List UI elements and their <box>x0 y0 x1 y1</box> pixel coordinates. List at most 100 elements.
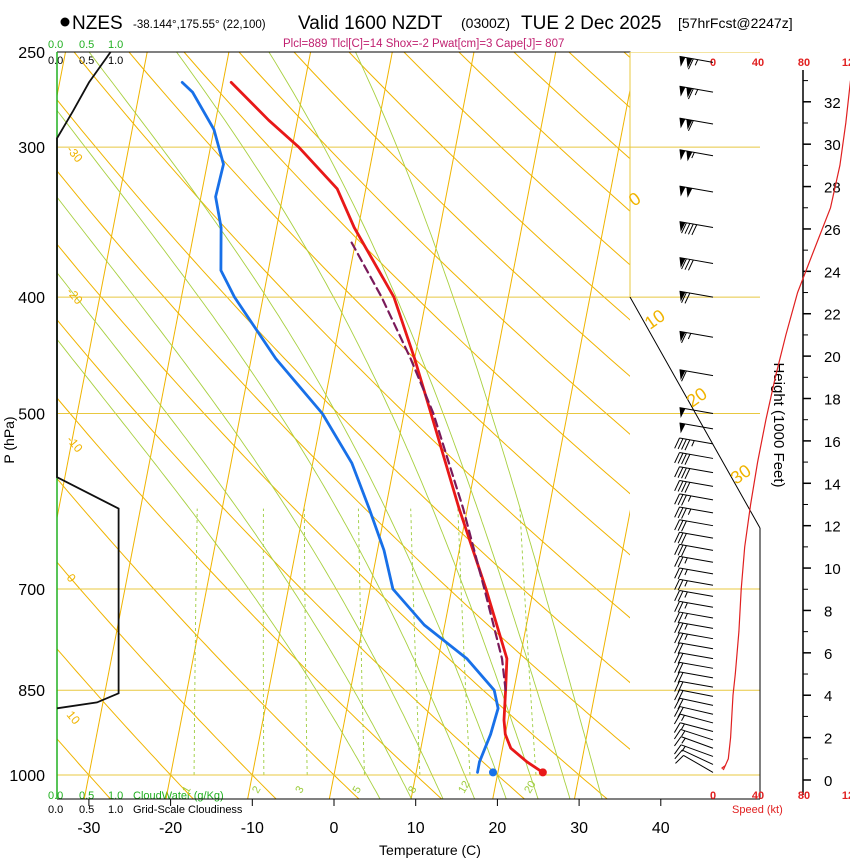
station-marker-icon <box>60 17 70 27</box>
moist-adiabat-line <box>57 338 381 799</box>
theta-label: 10 <box>641 305 669 333</box>
wind-barb <box>679 117 714 132</box>
wind-barb-staff <box>679 531 714 539</box>
wind-barb-feather <box>674 622 680 634</box>
wind-barb-pennant <box>686 187 693 198</box>
wind-barb-feather <box>674 466 680 478</box>
mixing-ratio-label: 5 <box>351 784 364 795</box>
wind-barb <box>679 257 714 271</box>
wind-barb <box>674 661 714 674</box>
height-tick-label: 32 <box>824 95 841 112</box>
height-tick-label: 4 <box>824 688 832 705</box>
wind-barb-staff <box>679 466 714 474</box>
dry-adiabat-line <box>623 52 630 59</box>
wind-barb-staff <box>679 543 714 551</box>
moist-adiabat-line <box>176 52 539 799</box>
mixing-ratio-label: 3 <box>293 784 306 795</box>
moist-adiabat-line <box>88 52 507 799</box>
mixing-ratio-line <box>193 508 198 775</box>
wind-barb-staff <box>679 661 714 669</box>
wind-barb <box>673 722 714 733</box>
wind-barb-feather <box>677 568 684 580</box>
x-tick-label: 0 <box>330 820 339 837</box>
wind-barb-half-feather <box>684 623 688 630</box>
wind-barb <box>679 149 714 162</box>
wind-barb <box>674 437 714 451</box>
isotherm-label: -30 <box>64 143 86 166</box>
mixing-ratio-label: 1 <box>180 784 193 795</box>
wind-barb-feather <box>674 601 680 612</box>
wind-barb-half-feather <box>684 613 688 620</box>
wind-barb-half-feather <box>681 715 685 721</box>
wind-barb-feather <box>684 292 691 304</box>
mixing-ratio-line <box>519 508 537 776</box>
wind-barb-feather <box>681 292 687 303</box>
moist-adiabat-line <box>355 52 603 799</box>
wind-barb-feather <box>674 544 680 555</box>
pressure-tick-label: 850 <box>18 683 45 700</box>
dry-adiabat-line <box>293 52 630 377</box>
wind-barb-pennant <box>679 56 686 67</box>
wind-barb-staff <box>683 754 714 773</box>
forecast-run: [57hrFcst@2247z] <box>678 15 793 31</box>
wind-barb-feather <box>674 556 680 567</box>
wind-barb-half-feather <box>684 591 688 598</box>
wind-barb-feather <box>677 612 684 624</box>
pressure-tick-label: 1000 <box>9 768 45 785</box>
wind-barb-staff <box>679 671 714 679</box>
cloudwater-scale-bottom-2: 1.0 <box>108 790 123 802</box>
wind-barb-feather <box>674 632 680 644</box>
station-coords: -38.144°,175.55° (22,100) <box>133 19 266 31</box>
isotherm-line <box>328 52 475 799</box>
valid-time: Valid 1600 NZDT <box>298 13 443 34</box>
cloud-scale-bottom-0: 0.0 <box>48 804 63 816</box>
height-tick-label: 8 <box>824 603 832 620</box>
wind-barb-feather <box>677 544 684 556</box>
pressure-tick-label: 300 <box>18 140 45 157</box>
wind-barb-staff <box>679 689 714 697</box>
height-tick-label: 26 <box>824 222 841 239</box>
wind-barb-pennant <box>679 291 686 302</box>
wind-barb-pennant <box>679 369 686 381</box>
wind-barb-feather <box>677 507 684 519</box>
wind-barb-feather <box>681 332 687 344</box>
wind-barb-staff <box>679 555 714 563</box>
wind-barb-half-feather <box>684 569 688 576</box>
wind-barb-feather <box>681 481 687 493</box>
isotherm-line <box>247 52 393 799</box>
wind-barb-feather <box>684 259 691 270</box>
wind-barb-staff <box>679 519 714 527</box>
wind-barb-half-feather <box>681 723 685 730</box>
dry-adiabat-line <box>57 648 195 799</box>
isotherm-line <box>573 509 630 799</box>
cloudwater-scale-top-0: 0.0 <box>48 39 63 51</box>
height-tick-label: 6 <box>824 646 832 663</box>
wind-barb-staff <box>680 722 714 732</box>
mixing-ratio-line <box>410 508 421 776</box>
speed-axis-title: Speed (kt) <box>732 804 783 816</box>
wind-barb-feather <box>681 222 687 234</box>
wind-barb-feather <box>674 567 680 579</box>
wind-barb-pennant <box>679 423 686 434</box>
wind-barb-staff <box>679 697 714 706</box>
dry-adiabat-line <box>348 52 630 321</box>
mixing-ratio-label: 20 <box>522 779 539 796</box>
wind-barb-feather <box>674 579 680 590</box>
wind-barb-feather <box>684 439 691 451</box>
mixing-ratio-line <box>262 508 265 776</box>
height-tick-label: 14 <box>824 476 841 493</box>
forecast-date: TUE 2 Dec 2025 <box>521 13 661 34</box>
wind-barb-staff <box>679 290 714 298</box>
wind-barb-staff <box>680 736 714 749</box>
speed-tick-top: 80 <box>798 57 810 69</box>
wind-barb-pennant <box>686 57 693 68</box>
wind-barb-half-feather <box>691 152 695 159</box>
dry-adiabat-line <box>0 9 29 801</box>
wind-barb-feather <box>677 622 684 634</box>
wind-barb-half-feather <box>691 440 695 447</box>
wind-barb-feather <box>681 520 687 532</box>
surface-dewpoint-dot <box>489 768 498 777</box>
wind-barb-half-feather <box>684 557 688 564</box>
wind-barb-half-feather <box>684 633 688 641</box>
isotherm-line <box>165 52 312 799</box>
